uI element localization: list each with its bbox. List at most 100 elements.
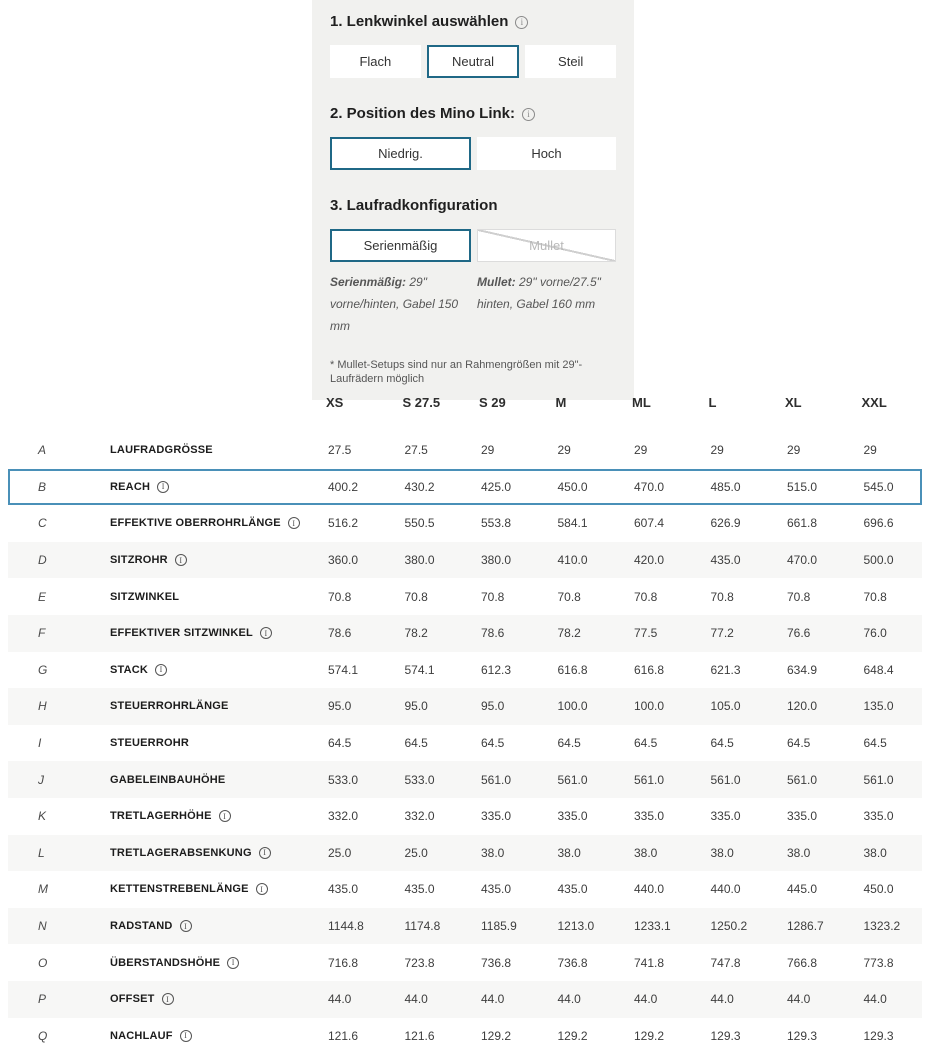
geometry-value: 78.6 — [328, 626, 352, 641]
row-letter: A — [38, 443, 47, 458]
geometry-table-row[interactable]: Q NACHLAUF i 121.6 121.6 129.2 129.2 129.2 12… — [8, 1018, 922, 1054]
geometry-table-row[interactable]: N RADSTAND i 1144.8 1174.8 1185.9 1213.0 123… — [8, 907, 922, 945]
geometry-table-row[interactable]: C EFFEKTIVE OBERROHRLÄNGE i 516.2 550.5 55… — [8, 505, 922, 542]
geometry-table-row[interactable]: A LAUFRADGRÖSSE 27.5 27.5 29 29 29 29 29 29 — [8, 432, 922, 469]
geometry-value: 70.8 — [481, 589, 505, 604]
geometry-value: 120.0 — [787, 699, 818, 714]
geometry-value: 64.5 — [863, 736, 887, 751]
geometry-value: 574.1 — [404, 662, 435, 677]
geometry-value: 445.0 — [787, 882, 818, 897]
column-header-xs: XS — [326, 395, 344, 410]
geometry-value: 44.0 — [710, 992, 734, 1007]
geometry-table-row[interactable]: D SITZROHR i 360.0 380.0 380.0 410.0 420.0 43… — [8, 541, 922, 579]
geometry-value: 44.0 — [481, 992, 505, 1007]
option-neutral-button[interactable]: Neutral — [426, 45, 520, 78]
info-icon[interactable]: i — [218, 810, 231, 823]
info-icon[interactable]: i — [255, 883, 268, 896]
geometry-value: 723.8 — [404, 955, 435, 970]
geometry-table-row[interactable]: I STEUERROHR 64.5 64.5 64.5 64.5 64.5 64.5 64.… — [8, 725, 922, 762]
geometry-value: 747.8 — [710, 955, 741, 970]
row-label: TRETLAGERHÖHE i — [110, 810, 328, 823]
info-icon[interactable]: i — [227, 956, 240, 969]
geometry-value: 64.5 — [404, 736, 428, 751]
geometry-table-row[interactable]: H STEUERROHRLÄNGE 95.0 95.0 95.0 100.0 100.0… — [8, 688, 922, 725]
info-icon[interactable]: i — [161, 993, 174, 1006]
option-serienmaessig-button[interactable]: Serienmäßig — [330, 229, 471, 262]
column-header-l: L — [708, 395, 717, 410]
section-title-mino-link: 2. Position des Mino Link: i — [330, 104, 616, 124]
info-icon[interactable]: i — [515, 15, 529, 29]
geometry-value: 450.0 — [863, 882, 894, 897]
column-header-s275: S 27.5 — [402, 395, 441, 410]
geometry-value: 435.0 — [404, 882, 435, 897]
info-icon[interactable]: i — [179, 1029, 192, 1042]
geometry-value: 440.0 — [634, 882, 665, 897]
geometry-value: 335.0 — [787, 809, 818, 824]
geometry-table-row[interactable]: L TRETLAGERABSENKUNG i 25.0 25.0 38.0 38.0 3… — [8, 834, 922, 872]
geometry-value: 64.5 — [481, 736, 505, 751]
geometry-value: 1250.2 — [710, 919, 748, 934]
row-label: SITZROHR i — [110, 554, 328, 567]
geometry-value: 607.4 — [634, 516, 665, 531]
info-icon[interactable]: i — [258, 846, 271, 859]
geometry-value: 440.0 — [710, 882, 741, 897]
description-text: 29" vorne/hinten, Gabel 150 mm — [330, 275, 459, 334]
geometry-table-row[interactable]: F EFFEKTIVER SITZWINKEL i 78.6 78.2 78.6 78… — [8, 614, 922, 652]
geometry-value: 545.0 — [863, 479, 894, 494]
geometry-value: 129.3 — [863, 1028, 894, 1043]
geometry-table-header: XS S 27.5 S 29 M ML L XL XXL — [8, 392, 922, 432]
geometry-value: 574.1 — [328, 662, 359, 677]
row-letter: O — [38, 955, 48, 970]
geometry-value: 29 — [557, 443, 571, 458]
geometry-table-row[interactable]: J GABELEINBAUHÖHE 533.0 533.0 561.0 561.0 56… — [8, 761, 922, 798]
geometry-value: 612.3 — [481, 662, 512, 677]
geometry-value: 648.4 — [863, 662, 894, 677]
geometry-value: 533.0 — [328, 772, 359, 787]
row-letter: F — [38, 626, 46, 641]
geometry-table-row[interactable]: G STACK i 574.1 574.1 612.3 616.8 616.8 621.3… — [8, 652, 922, 689]
option-niedrig-button[interactable]: Niedrig. — [330, 137, 471, 170]
geometry-value: 64.5 — [634, 736, 658, 751]
geometry-value: 25.0 — [328, 845, 352, 860]
option-flach-button[interactable]: Flach — [330, 45, 421, 78]
geometry-value: 29 — [863, 443, 877, 458]
geometry-value: 435.0 — [481, 882, 512, 897]
geometry-value: 70.8 — [863, 589, 887, 604]
info-icon[interactable]: i — [157, 480, 170, 493]
geometry-value: 70.8 — [634, 589, 658, 604]
info-icon[interactable]: i — [155, 663, 168, 676]
geometry-value: 430.2 — [404, 479, 435, 494]
geometry-table-row[interactable]: B REACH i 400.2 430.2 425.0 450.0 470.0 485.0… — [8, 468, 922, 506]
geometry-value: 95.0 — [481, 699, 505, 714]
info-icon[interactable]: i — [174, 554, 187, 567]
row-label-text: SITZWINKEL — [110, 590, 180, 603]
info-icon[interactable]: i — [522, 107, 536, 121]
info-icon[interactable]: i — [259, 627, 272, 640]
geometry-table-row[interactable]: M KETTENSTREBENLÄNGE i 435.0 435.0 435.0 43… — [8, 871, 922, 908]
row-label: EFFEKTIVER SITZWINKEL i — [110, 627, 328, 640]
mullet-footnote: * Mullet-Setups sind nur an Rahmengrößen… — [330, 358, 583, 385]
geometry-table-row[interactable]: O ÜBERSTANDSHÖHE i 716.8 723.8 736.8 736.8 7… — [8, 944, 922, 981]
row-label: GABELEINBAUHÖHE — [110, 774, 328, 786]
info-icon[interactable]: i — [287, 517, 300, 530]
geometry-value: 78.6 — [481, 626, 505, 641]
option-steil-button[interactable]: Steil — [525, 45, 617, 78]
geometry-value: 105.0 — [710, 699, 741, 714]
geometry-value: 470.0 — [787, 553, 818, 568]
geometry-table-row[interactable]: K TRETLAGERHÖHE i 332.0 332.0 335.0 335.0 33… — [8, 798, 922, 835]
row-label-text: TRETLAGERABSENKUNG — [110, 846, 252, 859]
row-label: KETTENSTREBENLÄNGE i — [110, 883, 328, 896]
geometry-value: 29 — [710, 443, 724, 458]
row-letter: C — [38, 516, 47, 531]
geometry-value: 380.0 — [404, 553, 435, 568]
row-label-text: GABELEINBAUHÖHE — [110, 773, 226, 786]
info-icon[interactable]: i — [179, 920, 192, 933]
geometry-table-row[interactable]: E SITZWINKEL 70.8 70.8 70.8 70.8 70.8 70.8 70.… — [8, 578, 922, 615]
row-label-text: KETTENSTREBENLÄNGE — [110, 883, 249, 896]
row-label-text: EFFEKTIVE OBERROHRLÄNGE — [110, 517, 281, 530]
geometry-value: 29 — [634, 443, 648, 458]
geometry-table-row[interactable]: P OFFSET i 44.0 44.0 44.0 44.0 44.0 44.0 44.0 4… — [8, 980, 922, 1018]
option-hoch-button[interactable]: Hoch — [477, 137, 616, 170]
geometry-value: 70.8 — [328, 589, 352, 604]
geometry-value: 64.5 — [710, 736, 734, 751]
